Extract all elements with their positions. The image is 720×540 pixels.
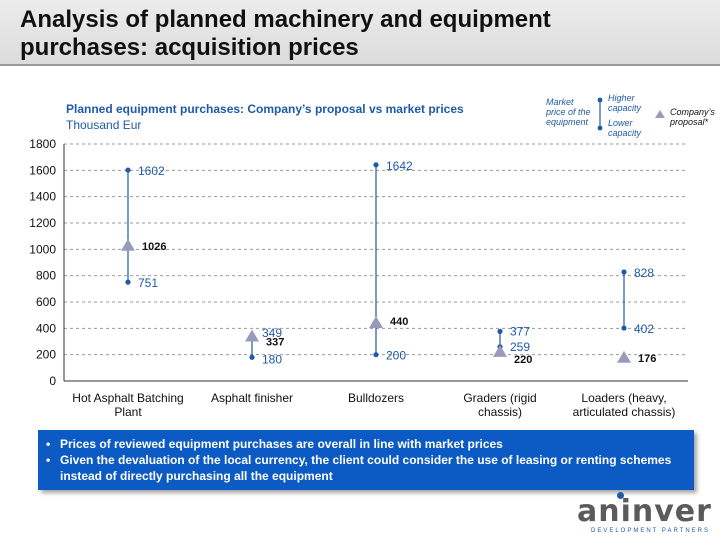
- x-category-label: Plant: [114, 405, 142, 419]
- proposal-marker: [245, 329, 259, 342]
- higher-capacity-label: 349: [262, 326, 282, 340]
- x-category-label: Graders (rigid: [463, 391, 536, 405]
- lower-capacity-label: 180: [262, 352, 282, 366]
- lower-capacity-label: 200: [386, 349, 406, 363]
- legend-proposal-line: proposal*: [670, 117, 709, 127]
- legend-lower-point: [597, 125, 603, 131]
- y-tick-label: 1200: [29, 216, 56, 230]
- higher-capacity-label: 1602: [138, 164, 165, 178]
- higher-capacity-label: 828: [634, 266, 654, 280]
- chart-title: Planned equipment purchases: Company’s p…: [66, 102, 464, 116]
- logo-wordmark: aninver: [577, 494, 712, 529]
- legend-market-line: equipment: [546, 117, 589, 127]
- legend-lower-line: Lower: [608, 118, 633, 128]
- y-tick-label: 800: [36, 269, 56, 283]
- y-tick-label: 200: [36, 348, 56, 362]
- logo-tagline: DEVELOPMENT PARTNERS: [591, 528, 711, 534]
- higher-capacity-point: [497, 328, 503, 334]
- legend-higher-label: Higher capacity: [608, 93, 641, 113]
- logo-dot-icon: [617, 492, 624, 499]
- higher-capacity-point: [373, 162, 379, 168]
- lower-capacity-point: [621, 325, 627, 331]
- lower-capacity-point: [373, 352, 379, 358]
- proposal-label: 1026: [142, 241, 166, 253]
- legend-higher-line: capacity: [608, 103, 642, 113]
- higher-capacity-point: [125, 167, 131, 173]
- proposal-label: 440: [390, 316, 408, 328]
- x-category-label: Asphalt finisher: [211, 391, 293, 405]
- y-tick-label: 1000: [29, 242, 56, 256]
- proposal-marker: [617, 350, 631, 363]
- proposal-label: 220: [514, 354, 532, 366]
- x-category-label: Hot Asphalt Batching: [72, 391, 183, 405]
- legend-market-label: Market price of the equipment: [546, 97, 591, 127]
- proposal-marker: [369, 316, 383, 328]
- lower-capacity-point: [249, 354, 255, 360]
- page-title-line-1: Analysis of planned machinery and equipm…: [20, 6, 551, 33]
- aninver-logo: aninver DEVELOPMENT PARTNERS: [577, 492, 717, 538]
- proposal-label: 176: [638, 353, 656, 365]
- finding-item: Prices of reviewed equipment purchases a…: [46, 436, 686, 452]
- header-bar: Analysis of planned machinery and equipm…: [0, 0, 720, 66]
- legend-higher-point: [597, 97, 603, 103]
- y-tick-label: 1400: [29, 190, 56, 204]
- legend-market-line: Market: [546, 97, 574, 107]
- findings-list: Prices of reviewed equipment purchases a…: [46, 436, 686, 484]
- higher-capacity-label: 1642: [386, 159, 413, 173]
- x-category-label: chassis): [478, 405, 522, 419]
- lower-capacity-label: 402: [634, 322, 654, 336]
- page-title-line-2: purchases: acquisition prices: [20, 34, 359, 61]
- y-tick-label: 1800: [29, 137, 56, 151]
- x-category-label: articulated chassis): [573, 405, 676, 419]
- higher-capacity-label: 377: [510, 324, 530, 338]
- y-tick-label: 0: [49, 374, 56, 388]
- finding-item: Given the devaluation of the local curre…: [46, 452, 686, 484]
- proposal-marker: [493, 345, 507, 357]
- x-category-label: Bulldozers: [348, 391, 404, 405]
- legend-proposal-marker: [655, 110, 665, 118]
- lower-capacity-point: [125, 279, 131, 285]
- legend-proposal-label: Company’s proposal*: [670, 107, 715, 127]
- range-chart: 0 200 400 600 800 1000 1200 1400 1600 1800 1602 751…: [29, 97, 688, 419]
- higher-capacity-point: [621, 269, 627, 275]
- legend-market-line: price of the: [546, 107, 591, 117]
- legend-lower-line: capacity: [608, 128, 642, 138]
- proposal-marker: [121, 238, 135, 251]
- y-tick-label: 1600: [29, 163, 56, 177]
- chart-subtitle: Thousand Eur: [66, 118, 142, 132]
- page-title: Analysis of planned machinery and equipm…: [20, 6, 551, 62]
- key-findings-callout: Prices of reviewed equipment purchases a…: [38, 430, 694, 490]
- lower-capacity-label: 751: [138, 276, 158, 290]
- legend-higher-line: Higher: [608, 93, 635, 103]
- legend-lower-label: Lower capacity: [608, 118, 641, 138]
- y-tick-label: 600: [36, 295, 56, 309]
- proposal-label: 337: [266, 337, 284, 349]
- legend-proposal-line: Company’s: [670, 107, 715, 117]
- lower-capacity-label: 259: [510, 340, 530, 354]
- x-category-label: Loaders (heavy,: [581, 391, 666, 405]
- y-tick-label: 400: [36, 321, 56, 335]
